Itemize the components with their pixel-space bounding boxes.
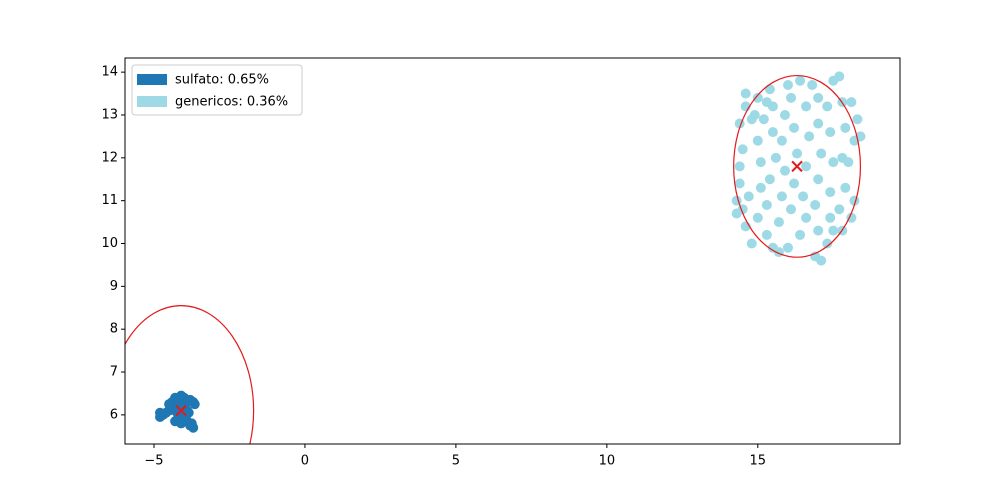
scatter-point [789, 178, 800, 189]
x-tick-label: 0 [301, 454, 309, 469]
scatter-point [846, 97, 857, 108]
scatter-point [180, 412, 191, 423]
y-tick-label: 7 [110, 365, 118, 380]
scatter-point [822, 101, 833, 112]
scatter-point [164, 399, 175, 410]
scatter-point [767, 127, 778, 138]
scatter-point [770, 152, 781, 163]
legend-label: sulfato: 0.65% [175, 73, 269, 88]
scatter-point [822, 238, 833, 249]
scatter-point [789, 122, 800, 133]
scatter-point [755, 157, 766, 168]
axes-frame [124, 57, 901, 445]
cluster-ellipse [733, 74, 862, 258]
scatter-point [752, 212, 763, 223]
legend: sulfato: 0.65% genericos: 0.36% [131, 64, 303, 116]
scatter-point [828, 225, 839, 236]
axes: −5 0 5 10 15 6 7 8 9 10 11 12 13 14 [101, 65, 766, 469]
scatter-point [752, 92, 763, 103]
scatter-point [834, 204, 845, 215]
scatter-point [755, 182, 766, 193]
scatter-point [852, 114, 863, 125]
scatter-point [749, 109, 760, 120]
y-tick-label: 8 [110, 322, 118, 337]
x-tick-label: −5 [144, 454, 163, 469]
scatter-point [758, 114, 769, 125]
scatter-point [786, 204, 797, 215]
scatter-point [825, 127, 836, 138]
legend-swatch [137, 74, 167, 85]
scatter-point [843, 157, 854, 168]
scatter-point [764, 174, 775, 185]
scatter-point [746, 238, 757, 249]
scatter-point [779, 165, 790, 176]
scatter-point [734, 178, 745, 189]
scatter-point [767, 101, 778, 112]
y-tick-label: 14 [101, 65, 118, 80]
scatter-point [825, 187, 836, 198]
scatter-point [792, 148, 803, 159]
scatter-point [846, 212, 857, 223]
scatter-point [834, 71, 845, 82]
scatter-point [804, 131, 815, 142]
scatter-point [764, 84, 775, 95]
centroid-marker [791, 160, 803, 173]
y-tick-label: 12 [101, 150, 118, 165]
x-tick-label: 10 [599, 454, 616, 469]
scatter-point [186, 418, 197, 429]
scatter-point [840, 122, 851, 133]
scatter-point [743, 191, 754, 202]
scatter-point [816, 255, 827, 266]
scatter-point [825, 212, 836, 223]
x-tick-label: 15 [750, 454, 767, 469]
scatter-point [773, 217, 784, 228]
legend-box [131, 64, 303, 116]
y-tick-label: 6 [110, 407, 118, 422]
scatter-point [798, 191, 809, 202]
scatter-point [776, 191, 787, 202]
scatter-point [752, 135, 763, 146]
y-tick-label: 9 [110, 279, 118, 294]
scatter-point [761, 229, 772, 240]
scatter-point [813, 118, 824, 129]
scatter-point [776, 135, 787, 146]
legend-label: genericos: 0.36% [175, 95, 288, 110]
scatter-point [813, 92, 824, 103]
scatter-point [813, 174, 824, 185]
scatter-point [795, 229, 806, 240]
scatter-point [734, 161, 745, 172]
cluster-ellipse [125, 305, 255, 444]
y-tick-label: 11 [101, 193, 118, 208]
scatter-point [810, 199, 821, 210]
y-tick-label: 13 [101, 107, 118, 122]
scatter-point [786, 92, 797, 103]
scatter-point [761, 199, 772, 210]
scatter-point [828, 157, 839, 168]
scatter-point [189, 399, 200, 410]
scatter-point [782, 79, 793, 90]
scatter-point [782, 242, 793, 253]
scatter-point [801, 101, 812, 112]
plot-area [125, 71, 866, 444]
scatter-point [740, 88, 751, 99]
centroid-marker [175, 404, 187, 417]
x-tick-label: 5 [452, 454, 460, 469]
y-tick-label: 10 [101, 236, 118, 251]
scatter-point [801, 161, 812, 172]
scatter-point [801, 212, 812, 223]
scatter-point [840, 182, 851, 193]
scatter-point [807, 79, 818, 90]
scatter-point [779, 109, 790, 120]
legend-swatch [137, 96, 167, 107]
scatter-point [816, 148, 827, 159]
scatter-point [813, 225, 824, 236]
scatter-point [795, 75, 806, 86]
scatter-point [737, 144, 748, 155]
